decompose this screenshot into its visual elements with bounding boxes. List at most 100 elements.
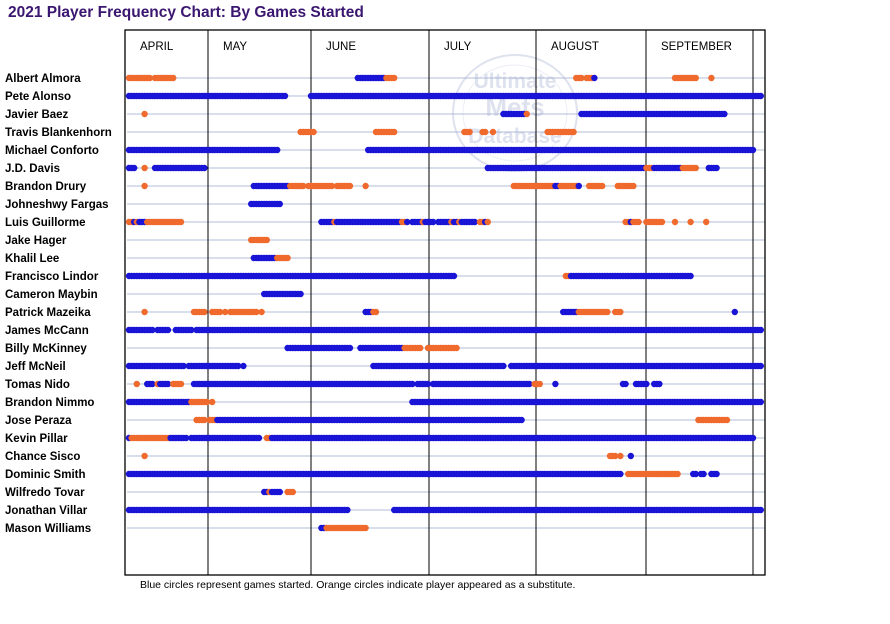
substitute-dot: [222, 308, 229, 316]
game-started-dot: [575, 182, 582, 190]
player-name: Pete Alonso: [5, 91, 71, 103]
substitute-dot: [284, 254, 291, 262]
player-name: Khalil Lee: [5, 253, 59, 265]
month-label-april: APRIL: [140, 41, 174, 53]
player-name: James McCann: [5, 325, 89, 337]
substitute-dot: [141, 182, 148, 190]
game-started-dot: [235, 362, 242, 370]
game-started-dot: [700, 470, 707, 478]
substitute-dot: [141, 452, 148, 460]
substitute-dot: [300, 182, 307, 190]
player-name: Mason Williams: [5, 523, 91, 535]
substitute-dot: [133, 380, 140, 388]
player-name: Patrick Mazeika: [5, 307, 91, 319]
substitute-dot: [346, 182, 354, 190]
substitute-dot: [141, 308, 148, 316]
game-started-dot: [757, 506, 764, 514]
game-started-dot: [344, 506, 351, 514]
substitute-dot: [258, 308, 265, 316]
game-started-dot: [692, 470, 699, 478]
game-markers: [125, 74, 764, 532]
substitute-dot: [489, 128, 497, 136]
game-started-dot: [757, 92, 764, 100]
substitute-dot: [466, 128, 473, 136]
game-started-dot: [713, 470, 720, 478]
player-name: Jake Hager: [5, 235, 67, 247]
substitute-dot: [674, 470, 681, 478]
player-name: Jose Peraza: [5, 415, 72, 427]
footnote: Blue circles represent games started. Or…: [140, 579, 575, 591]
substitute-dot: [177, 218, 185, 226]
game-started-dot: [131, 164, 138, 172]
player-name: Travis Blankenhorn: [5, 127, 112, 139]
substitute-dot: [216, 308, 224, 316]
game-started-dot: [149, 380, 156, 388]
month-label-may: MAY: [223, 41, 247, 53]
player-name: Billy McKinney: [5, 343, 87, 355]
game-started-dot: [617, 470, 624, 478]
substitute-dot: [612, 452, 619, 460]
game-started-dot: [274, 146, 281, 154]
substitute-dot: [289, 488, 296, 496]
player-name: Luis Guillorme: [5, 217, 86, 229]
svg-text:Ultimate: Ultimate: [474, 70, 557, 93]
game-started-dot: [183, 434, 190, 442]
player-name: Wilfredo Tovar: [5, 487, 85, 499]
game-started-dot: [424, 380, 432, 388]
game-started-dot: [627, 452, 634, 460]
substitute-dot: [201, 308, 208, 316]
player-name: Chance Sisco: [5, 451, 80, 463]
month-label-july: JULY: [444, 41, 472, 53]
substitute-dot: [671, 218, 679, 226]
game-started-dot: [526, 380, 533, 388]
player-name: Brandon Nimmo: [5, 397, 94, 409]
game-started-dot: [687, 272, 694, 280]
game-started-dot: [731, 308, 738, 316]
player-name: Tomas Nido: [5, 379, 70, 391]
substitute-dot: [146, 74, 153, 82]
game-started-dot: [643, 380, 650, 388]
substitute-dot: [372, 308, 380, 316]
game-started-dot: [518, 416, 525, 424]
substitute-dot: [362, 524, 369, 532]
chart-title: 2021 Player Frequency Chart: By Games St…: [8, 4, 364, 21]
game-started-dot: [757, 326, 764, 334]
game-started-dot: [430, 218, 437, 226]
player-name: Jonathan Villar: [5, 505, 88, 517]
substitute-dot: [453, 344, 460, 352]
game-started-dot: [276, 200, 283, 208]
game-started-dot: [346, 344, 354, 352]
substitute-dot: [170, 74, 177, 82]
substitute-dot: [692, 74, 699, 82]
substitute-dot: [209, 398, 216, 406]
player-name: Dominic Smith: [5, 469, 86, 481]
substitute-dot: [141, 164, 148, 172]
substitute-dot: [391, 74, 398, 82]
game-started-dot: [255, 434, 263, 442]
player-name: Michael Conforto: [5, 145, 99, 157]
month-label-september: SEPTEMBER: [661, 41, 732, 53]
substitute-dot: [523, 110, 530, 118]
game-started-dot: [500, 362, 507, 370]
player-name: Johneshwy Fargas: [5, 199, 109, 211]
substitute-dot: [482, 128, 489, 136]
substitute-dot: [703, 218, 710, 226]
game-started-dot: [591, 74, 598, 82]
substitute-dot: [599, 182, 606, 190]
substitute-dot: [658, 218, 666, 226]
substitute-dot: [635, 218, 642, 226]
substitute-dot: [141, 110, 148, 118]
substitute-dot: [723, 416, 731, 424]
game-started-dot: [188, 326, 195, 334]
game-started-dot: [404, 218, 411, 226]
game-started-dot: [201, 164, 208, 172]
month-label-june: JUNE: [326, 41, 356, 53]
game-started-dot: [180, 362, 187, 370]
month-labels: APRIL MAY JUNE JULY AUGUST SEPTEMBER: [140, 41, 732, 53]
substitute-dot: [417, 344, 424, 352]
game-started-dot: [281, 92, 289, 100]
game-started-dot: [409, 380, 416, 388]
game-started-dot: [149, 326, 156, 334]
game-started-dot: [757, 362, 764, 370]
substitute-dot: [263, 236, 270, 244]
